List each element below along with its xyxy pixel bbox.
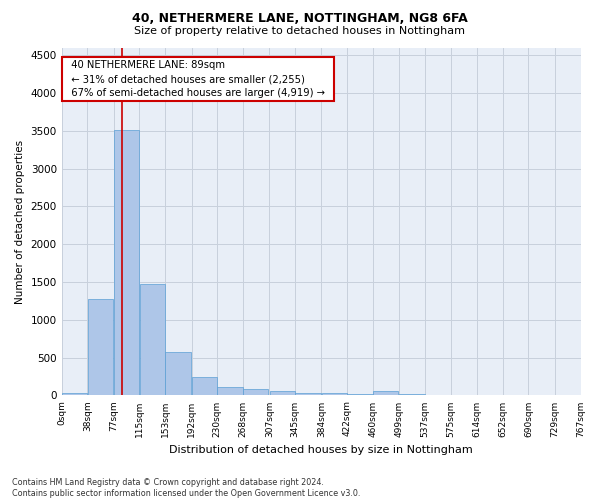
Text: Contains HM Land Registry data © Crown copyright and database right 2024.
Contai: Contains HM Land Registry data © Crown c… [12,478,361,498]
X-axis label: Distribution of detached houses by size in Nottingham: Distribution of detached houses by size … [169,445,473,455]
Bar [88,298,113,396]
Text: 40, NETHERMERE LANE, NOTTINGHAM, NG8 6FA: 40, NETHERMERE LANE, NOTTINGHAM, NG8 6FA [132,12,468,26]
Bar [140,284,165,396]
Bar [114,130,139,396]
Bar [269,392,295,396]
Bar [322,393,347,396]
Text: 40 NETHERMERE LANE: 89sqm  
  ← 31% of detached houses are smaller (2,255)  
  6: 40 NETHERMERE LANE: 89sqm ← 31% of detac… [65,60,331,98]
Bar [373,392,398,396]
Bar [295,393,320,396]
Bar [62,393,87,396]
Y-axis label: Number of detached properties: Number of detached properties [15,140,25,304]
Bar [400,394,425,396]
Bar [217,387,243,396]
Text: Size of property relative to detached houses in Nottingham: Size of property relative to detached ho… [134,26,466,36]
Bar [192,378,217,396]
Bar [347,394,373,396]
Bar [166,352,191,396]
Bar [243,390,268,396]
